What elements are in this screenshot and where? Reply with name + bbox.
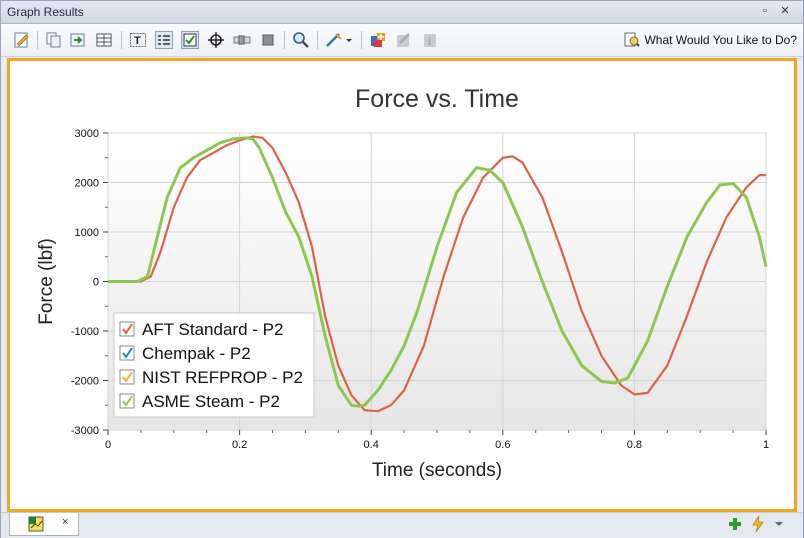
y-tick-label: 2000: [75, 178, 99, 190]
text-icon[interactable]: T: [129, 31, 147, 49]
export-icon[interactable]: [69, 31, 87, 49]
toolbar-separator: [121, 31, 122, 49]
help-search-icon: [624, 32, 641, 47]
legend-item-label: Chempak - P2: [142, 344, 251, 363]
series-lines: [108, 135, 768, 413]
legend-check-mark: [122, 395, 133, 407]
graph-tab-icon: [28, 516, 44, 532]
minimize-icon[interactable]: ▫: [763, 5, 767, 17]
zoom-icon[interactable]: [292, 31, 310, 49]
svg-text:i: i: [428, 36, 431, 48]
series-line: [108, 136, 768, 408]
toolbar-separator: [361, 31, 362, 49]
what-would-you-like-button[interactable]: What Would You Like to Do?: [624, 30, 797, 50]
window-title: Graph Results: [7, 5, 84, 19]
bottom-tab-bar: ×: [1, 512, 803, 538]
disabled-info-icon: i: [424, 34, 436, 48]
chevron-down-icon[interactable]: [774, 520, 784, 528]
toolbar: T: [1, 24, 803, 57]
x-tick-label: 0.2: [232, 439, 247, 451]
toolbar-separator: [37, 31, 38, 49]
series-line: [108, 135, 766, 413]
x-tick-label: 0.8: [627, 439, 642, 451]
y-tick-label: 1000: [75, 227, 99, 239]
legend[interactable]: AFT Standard - P2 Chempak - P2 NIST REFPRO…: [113, 312, 315, 418]
force-vs-time-chart[interactable]: 0 0.2 0.4 0.6 0.8 1 3000 2000 1000 0 -1000 -2000 -30…: [10, 61, 794, 509]
y-tick-label: -3000: [71, 425, 99, 437]
lightning-icon[interactable]: [750, 515, 766, 533]
x-tick-label: 0.4: [364, 439, 379, 451]
y-tick-label: -1000: [71, 326, 99, 338]
legend-check-mark: [122, 323, 133, 335]
x-tick-label: 0.6: [495, 439, 510, 451]
table-icon[interactable]: [95, 31, 113, 49]
legend-icon[interactable]: [155, 31, 173, 49]
y-axis-label: Force (lbf): [36, 238, 57, 325]
toolbar-separator: [317, 31, 318, 49]
legend-check-mark: [122, 347, 133, 359]
what-would-you-like-label: What Would You Like to Do?: [644, 33, 797, 47]
toolbar-separator: [284, 31, 285, 49]
x-tick-label: 1: [763, 439, 769, 451]
slider-icon[interactable]: [233, 31, 251, 49]
title-bar: Graph Results ▫ ✕: [1, 1, 803, 24]
y-tick-label: 3000: [75, 128, 99, 140]
close-window-icon[interactable]: ✕: [780, 5, 790, 17]
x-axis-label: Time (seconds): [372, 460, 502, 481]
wand-icon[interactable]: [325, 31, 353, 49]
chart-title: Force vs. Time: [355, 85, 519, 113]
stop-icon[interactable]: [259, 31, 277, 49]
add-graph-icon[interactable]: [369, 31, 387, 49]
graph-panel: 0 0.2 0.4 0.6 0.8 1 3000 2000 1000 0 -1000 -2000 -30…: [7, 58, 797, 512]
axis-ticks: 0 0.2 0.4 0.6 0.8 1 3000 2000 1000 0 -1000 -2000 -30…: [71, 128, 769, 451]
copy-icon[interactable]: [45, 31, 63, 49]
edit-icon[interactable]: [13, 31, 31, 49]
graph-document-tab[interactable]: ×: [9, 513, 79, 536]
plus-icon[interactable]: [727, 516, 743, 532]
y-tick-label: 0: [93, 277, 99, 289]
y-tick-label: -2000: [71, 376, 99, 388]
legend-item-label: ASME Steam - P2: [142, 392, 280, 411]
crosshair-icon[interactable]: [207, 31, 225, 49]
x-tick-label: 0: [105, 439, 111, 451]
tab-close-icon[interactable]: ×: [62, 516, 69, 528]
legend-item-label: NIST REFPROP - P2: [142, 368, 303, 387]
legend-item-label: AFT Standard - P2: [142, 320, 283, 339]
svg-text:T: T: [134, 35, 141, 47]
checkbox-icon[interactable]: [181, 31, 199, 49]
legend-check-mark: [122, 371, 133, 383]
legend-box: [113, 312, 315, 418]
disabled-tool-icon: [397, 33, 410, 47]
